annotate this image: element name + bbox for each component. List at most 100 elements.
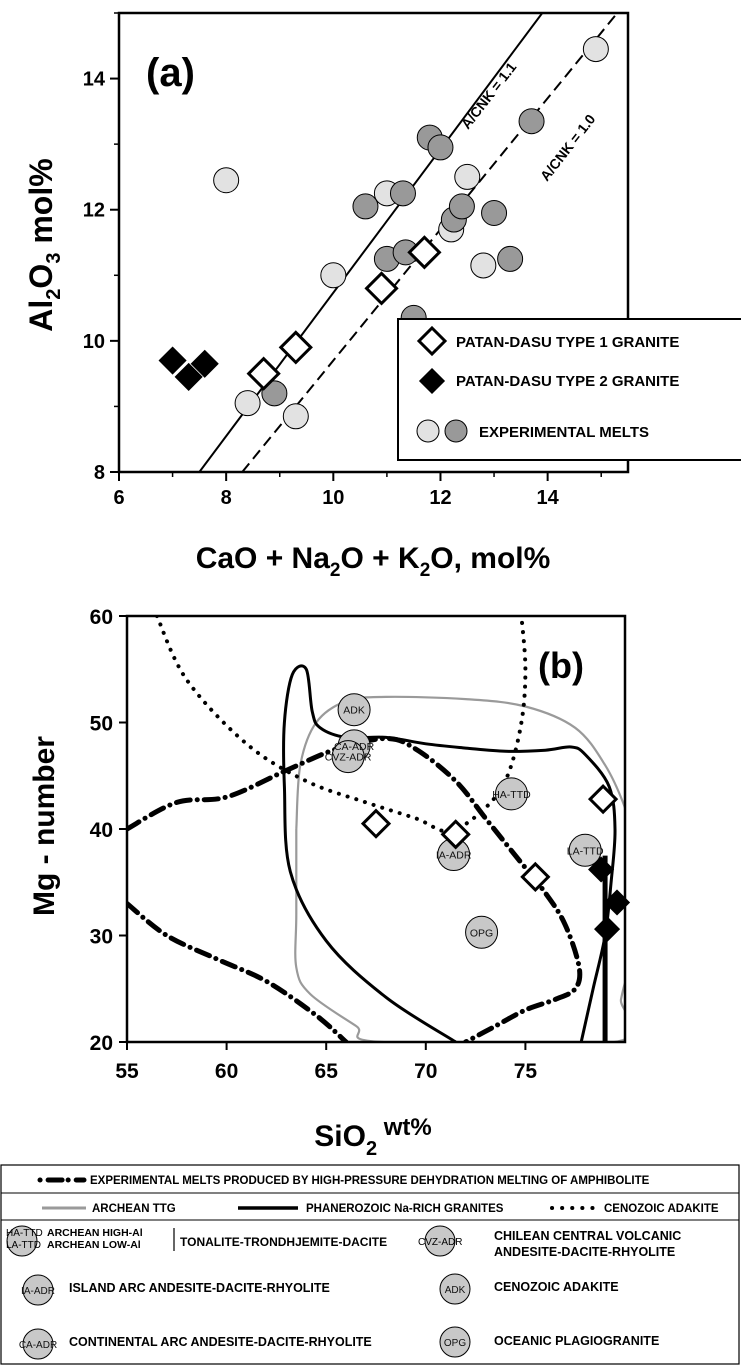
- experimental-melts-field: [127, 735, 583, 1042]
- y-tick-label-b: 20: [90, 1032, 113, 1055]
- y-tick-label-a: 14: [83, 69, 106, 91]
- field-label-la-ttd: LA-TTD: [567, 845, 604, 857]
- type1-granite-point-b: [360, 808, 392, 839]
- type1-granite-point: [246, 356, 281, 391]
- x-tick-label-a: 6: [113, 487, 124, 509]
- experimental-melt-point-dark: [497, 245, 524, 272]
- experimental-melt-point-dark: [261, 380, 288, 407]
- legend-a-label-type1: PATAN-DASU TYPE 1 GRANITE: [456, 334, 679, 351]
- experimental-melt-point-dark: [448, 193, 475, 220]
- legend-b-cvz-code: CVZ-ADR: [418, 1237, 462, 1248]
- legend-b-ttd-name: TONALITE-TRONDHJEMITE-DACITE: [180, 1235, 387, 1249]
- experimental-melt-point-dark: [427, 134, 454, 161]
- legend-b-cenozoic: CENOZOIC ADAKITE: [604, 1203, 719, 1215]
- x-tick-label-a: 8: [221, 487, 232, 509]
- field-marker-adk: [337, 693, 371, 727]
- legend-b-exp-melts: EXPERIMENTAL MELTS PRODUCED BY HIGH-PRES…: [90, 1175, 650, 1187]
- legend-b-adk-name: CENOZOIC ADAKITE: [494, 1280, 619, 1294]
- type1-granite-point-b: [587, 784, 619, 815]
- legend-b-marker-cvz: [424, 1225, 456, 1257]
- legend-b-marker-ia: [22, 1274, 54, 1306]
- legend-b-la-code: LA-TTD: [6, 1240, 41, 1251]
- y-tick-label-b: 60: [90, 606, 113, 629]
- experimental-melt-point-dark: [389, 180, 416, 207]
- experimental-melt-point-light: [454, 163, 481, 190]
- line-label-acnk-1-0: A/CNK = 1.0: [537, 111, 599, 184]
- x-tick-label-b: 70: [414, 1060, 437, 1083]
- legend-a-marker-type2: [418, 367, 446, 395]
- type2-granite-point-b: [588, 856, 615, 883]
- type2-granite-point: [174, 362, 203, 391]
- legend-b-la-name: ARCHEAN LOW-Al: [47, 1239, 141, 1251]
- experimental-melt-point-dark: [518, 108, 545, 135]
- legend-b-ca-name: CONTINENTAL ARC ANDESITE-DACITE-RHYOLITE: [69, 1335, 372, 1349]
- y-tick-label-a: 10: [83, 331, 105, 353]
- y-tick-label-b: 40: [90, 819, 113, 842]
- type2-granite-point: [158, 346, 187, 375]
- legend-a-label-melts: EXPERIMENTAL MELTS: [479, 424, 649, 441]
- experimental-melt-point-dark: [481, 199, 508, 226]
- type1-granite-point-b: [520, 861, 551, 893]
- field-label-opg: OPG: [470, 927, 493, 939]
- legend-b-marker-ca: [22, 1328, 54, 1360]
- legend-b-cvz-line2: ANDESITE-DACITE-RHYOLITE: [494, 1245, 675, 1259]
- legend-b: IA-ADR ADK CA-ADR OPG EXPERIMENTAL MELTS PR…: [0, 1164, 740, 1365]
- legend-b-ha-code: HA-TTD: [6, 1228, 43, 1239]
- legend-a-marker-melt-light: [416, 419, 440, 443]
- experimental-melts-field: [127, 901, 349, 1042]
- field-marker-ha-ttd: [494, 777, 528, 811]
- x-tick-label-b: 55: [115, 1060, 139, 1083]
- x-tick-label-b: 65: [315, 1060, 339, 1083]
- experimental-melt-point-light: [282, 403, 309, 430]
- type1-granite-point: [364, 271, 399, 306]
- field-label-cvz-adr: CVZ-ADR: [325, 752, 372, 764]
- x-tick-label-a: 12: [429, 487, 451, 509]
- field-label-ha-ttd: HA-TTD: [492, 789, 531, 801]
- type1-granite-point: [278, 330, 313, 365]
- legend-b-archean-ttg: ARCHEAN TTG: [92, 1203, 176, 1215]
- x-tick-label-b: 75: [514, 1060, 538, 1083]
- experimental-melt-point-dark: [352, 193, 379, 220]
- legend-b-ha-name: ARCHEAN HIGH-Al: [47, 1227, 143, 1239]
- legend-b-phanerozoic: PHANEROZOIC Na-RICH GRANITES: [306, 1203, 504, 1215]
- x-axis-label-a: CaO + Na2O + K2O, mol%: [196, 542, 551, 581]
- x-tick-label-a: 14: [537, 487, 560, 509]
- cenozoic-adakite-field: [154, 616, 528, 834]
- experimental-melt-point-light: [234, 390, 261, 417]
- line-label-acnk-1-1: A/CNK = 1.1: [458, 59, 520, 132]
- legend-b-marker-ia-code: IA-ADR: [21, 1286, 55, 1297]
- y-tick-label-b: 50: [90, 713, 113, 736]
- field-marker-la-ttd: [568, 833, 602, 867]
- legend-b-opg-name: OCEANIC PLAGIOGRANITE: [494, 1334, 659, 1348]
- legend-a-marker-type1: [416, 325, 448, 357]
- legend-a: PATAN-DASU TYPE 1 GRANITE PATAN-DASU TYP…: [397, 318, 741, 461]
- legend-a-label-type2: PATAN-DASU TYPE 2 GRANITE: [456, 373, 679, 390]
- legend-b-ia-name: ISLAND ARC ANDESITE-DACITE-RHYOLITE: [69, 1281, 330, 1295]
- archean-ttg-field: [294, 695, 625, 1042]
- legend-b-marker-opg: [439, 1326, 471, 1358]
- panel-label-b: (b): [538, 645, 584, 686]
- y-tick-label-a: 8: [94, 462, 105, 484]
- experimental-melt-point-light: [582, 36, 609, 63]
- type1-granite-point: [407, 235, 442, 270]
- experimental-melt-point-light: [213, 167, 240, 194]
- type1-granite-point-b: [440, 819, 471, 850]
- field-marker-cvz-adr: [331, 740, 365, 774]
- legend-b-marker-adk: [439, 1273, 471, 1305]
- legend-b-marker-opg-code: OPG: [444, 1338, 466, 1349]
- field-label-ca-adr: CA-ADR: [334, 741, 375, 753]
- y-tick-label-b: 30: [90, 926, 113, 949]
- experimental-melt-point-light: [470, 252, 497, 279]
- x-tick-label-b: 60: [215, 1060, 238, 1083]
- legend-b-marker-ca-code: CA-ADR: [19, 1340, 57, 1351]
- x-axis-label-b: SiO2 wt%: [314, 1114, 431, 1160]
- field-marker-opg: [465, 915, 499, 949]
- legend-b-marker-adk-code: ADK: [445, 1285, 466, 1296]
- x-tick-label-a: 10: [322, 487, 344, 509]
- y-axis-label-a: Al2O3 mol%: [23, 158, 65, 331]
- type2-granite-point-b: [594, 916, 621, 943]
- y-tick-label-a: 12: [83, 200, 105, 222]
- legend-b-cvz-line1: CHILEAN CENTRAL VOLCANIC: [494, 1229, 681, 1243]
